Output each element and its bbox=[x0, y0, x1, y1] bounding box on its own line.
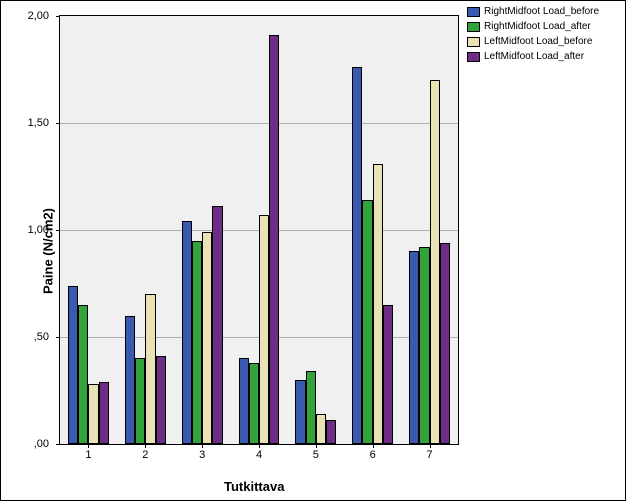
ytick-mark bbox=[56, 444, 60, 445]
bar bbox=[249, 363, 259, 444]
legend-label: LeftMidfoot Load_after bbox=[484, 51, 584, 62]
legend-row: RightMidfoot Load_before bbox=[467, 5, 599, 18]
bar bbox=[430, 80, 440, 444]
x-axis-title: Tutkittava bbox=[224, 479, 284, 494]
legend: RightMidfoot Load_before RightMidfoot Loa… bbox=[467, 5, 599, 65]
ytick-label: 2,00 bbox=[1, 10, 49, 22]
bar bbox=[145, 294, 155, 444]
xtick-mark bbox=[202, 444, 203, 448]
chart-frame: ,00,501,001,502,00 1234567 Paine (N/cm2)… bbox=[0, 0, 626, 501]
bar bbox=[88, 384, 98, 444]
bar bbox=[68, 286, 78, 444]
plot-area bbox=[59, 15, 459, 445]
bar bbox=[373, 164, 383, 444]
bar bbox=[182, 221, 192, 444]
ytick-label: ,00 bbox=[1, 438, 49, 450]
legend-swatch bbox=[467, 7, 480, 17]
legend-swatch bbox=[467, 37, 480, 47]
xtick-mark bbox=[316, 444, 317, 448]
ytick-label: ,50 bbox=[1, 331, 49, 343]
xtick-mark bbox=[259, 444, 260, 448]
bar bbox=[125, 316, 135, 444]
legend-label: LeftMidfoot Load_before bbox=[484, 36, 592, 47]
xtick-label: 1 bbox=[85, 449, 91, 461]
ytick-label: 1,50 bbox=[1, 117, 49, 129]
ytick-mark bbox=[56, 337, 60, 338]
legend-row: RightMidfoot Load_after bbox=[467, 20, 599, 33]
bar bbox=[352, 67, 362, 444]
xtick-label: 7 bbox=[427, 449, 433, 461]
bar bbox=[295, 380, 305, 444]
bar bbox=[135, 358, 145, 444]
xtick-mark bbox=[430, 444, 431, 448]
xtick-mark bbox=[373, 444, 374, 448]
legend-row: LeftMidfoot Load_after bbox=[467, 50, 599, 63]
ytick-mark bbox=[56, 16, 60, 17]
y-axis-title: Paine (N/cm2) bbox=[40, 208, 55, 294]
bar bbox=[306, 371, 316, 444]
bar bbox=[362, 200, 372, 444]
legend-label: RightMidfoot Load_after bbox=[484, 21, 591, 32]
bar bbox=[212, 206, 222, 444]
bar bbox=[78, 305, 88, 444]
bar bbox=[99, 382, 109, 444]
bar bbox=[440, 243, 450, 444]
bar bbox=[192, 241, 202, 444]
legend-swatch bbox=[467, 22, 480, 32]
bar bbox=[269, 35, 279, 444]
legend-label: RightMidfoot Load_before bbox=[484, 6, 599, 17]
legend-row: LeftMidfoot Load_before bbox=[467, 35, 599, 48]
xtick-label: 5 bbox=[313, 449, 319, 461]
bar bbox=[239, 358, 249, 444]
bar bbox=[156, 356, 166, 444]
xtick-label: 4 bbox=[256, 449, 262, 461]
grid-line bbox=[60, 123, 458, 124]
xtick-label: 6 bbox=[370, 449, 376, 461]
legend-swatch bbox=[467, 52, 480, 62]
bar bbox=[202, 232, 212, 444]
bar bbox=[419, 247, 429, 444]
bar bbox=[383, 305, 393, 444]
ytick-mark bbox=[56, 230, 60, 231]
bar bbox=[316, 414, 326, 444]
ytick-mark bbox=[56, 123, 60, 124]
xtick-mark bbox=[88, 444, 89, 448]
xtick-mark bbox=[145, 444, 146, 448]
bar bbox=[326, 420, 336, 444]
xtick-label: 3 bbox=[199, 449, 205, 461]
xtick-label: 2 bbox=[142, 449, 148, 461]
bar bbox=[259, 215, 269, 444]
bar bbox=[409, 251, 419, 444]
